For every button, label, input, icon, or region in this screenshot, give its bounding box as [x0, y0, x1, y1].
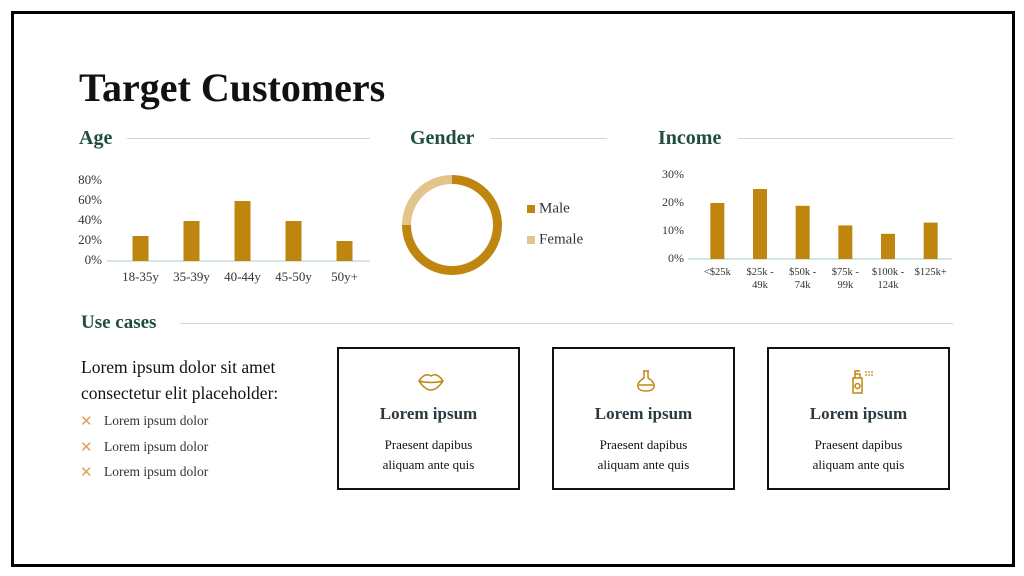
card-title: Lorem ipsum — [594, 404, 693, 423]
bar — [710, 203, 725, 259]
bar — [234, 201, 251, 261]
bullet-text: Lorem ipsum dolor — [104, 464, 209, 479]
x-tick-label: 50y+ — [331, 269, 358, 284]
donut-slice — [402, 175, 453, 226]
bar — [795, 205, 810, 259]
y-tick-label: 0% — [668, 251, 684, 265]
y-tick-label: 40% — [78, 212, 102, 227]
chart-title: Gender — [410, 127, 475, 149]
legend-label: Female — [539, 231, 583, 247]
legend-swatch — [527, 236, 535, 244]
bullet-icon: ✕ — [80, 414, 93, 430]
card: Lorem ipsum Praesent dapibus aliquam ant… — [767, 347, 950, 490]
divider — [127, 138, 370, 139]
x-tick-label: $50k - 74k — [789, 267, 817, 291]
bullet-icon: ✕ — [80, 440, 93, 456]
bar — [183, 221, 200, 261]
chart-title: Age — [79, 127, 113, 149]
x-tick-label: $125k+ — [914, 267, 947, 278]
y-tick-label: 30% — [662, 167, 684, 181]
x-tick-label: $100k - 124k — [871, 267, 905, 291]
x-tick-label: $25k - 49k — [746, 267, 774, 291]
donut-slice — [402, 175, 502, 275]
y-tick-label: 0% — [85, 252, 103, 267]
divider — [180, 323, 953, 324]
spray-icon — [852, 370, 873, 394]
y-tick-label: 20% — [662, 195, 684, 209]
card-text: Praesent dapibus aliquam ante quis — [382, 437, 475, 472]
bar — [132, 236, 149, 261]
slide-frame — [11, 11, 1015, 567]
bar — [336, 241, 353, 261]
card: Lorem ipsum Praesent dapibus aliquam ant… — [337, 347, 520, 490]
x-tick-label: 40-44y — [224, 269, 261, 284]
intro-text: Lorem ipsum dolor sit amet consectetur e… — [81, 357, 279, 403]
card-title: Lorem ipsum — [809, 404, 908, 423]
legend-swatch — [527, 205, 535, 213]
chart-title: Income — [658, 127, 722, 149]
bar — [923, 222, 938, 259]
section-title: Use cases — [81, 312, 157, 333]
divider — [490, 138, 607, 139]
card: Lorem ipsum Praesent dapibus aliquam ant… — [552, 347, 735, 490]
y-tick-label: 80% — [78, 172, 102, 187]
card-text: Praesent dapibus aliquam ante quis — [812, 437, 905, 472]
bullet-icon: ✕ — [80, 465, 93, 481]
bar — [753, 189, 767, 259]
card-text: Praesent dapibus aliquam ante quis — [597, 437, 690, 472]
lips-icon — [418, 374, 444, 391]
card-title: Lorem ipsum — [379, 404, 478, 423]
slide-title: Target Customers — [79, 65, 386, 110]
bullet-text: Lorem ipsum dolor — [104, 413, 209, 428]
bar — [285, 221, 302, 261]
x-tick-label: <$25k — [703, 267, 731, 278]
legend-label: Male — [539, 200, 570, 216]
y-tick-label: 20% — [78, 232, 102, 247]
x-tick-label: 18-35y — [122, 269, 159, 284]
bar — [838, 225, 853, 259]
divider — [738, 138, 953, 139]
x-tick-label: 45-50y — [275, 269, 312, 284]
x-tick-label: $75k - 99k — [831, 267, 859, 291]
y-tick-label: 10% — [662, 223, 684, 237]
x-tick-label: 35-39y — [173, 269, 210, 284]
bar — [881, 233, 895, 259]
flask-icon — [637, 370, 655, 392]
y-tick-label: 60% — [78, 192, 102, 207]
bullet-text: Lorem ipsum dolor — [104, 439, 209, 454]
